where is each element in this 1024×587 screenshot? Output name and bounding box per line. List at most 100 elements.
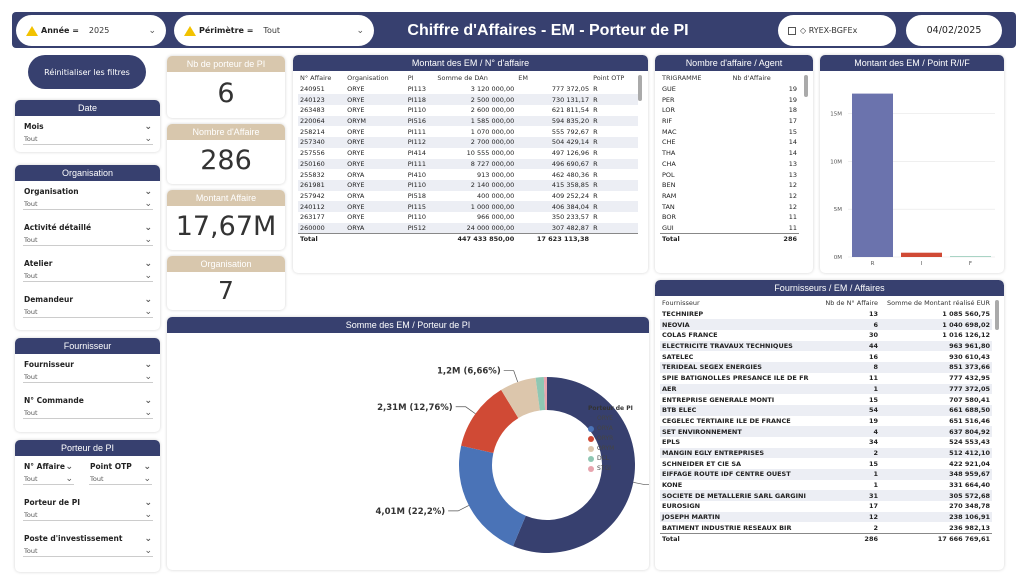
table-row[interactable]: PER 19 [660,94,799,105]
chevron-down-icon[interactable]: ⌄ [65,462,73,472]
commande-select[interactable]: Tout ⌄ [23,408,153,419]
table-row[interactable]: 258214 ORYE PI111 1 070 000,00 555 792,67 R [298,126,638,137]
table-row[interactable]: 255832 ORYA PI410 913 000,00 462 480,36 R [298,169,638,180]
table-row[interactable]: POL 13 [660,169,799,180]
col-organisation[interactable]: Organisation [347,74,389,83]
col-pi[interactable]: PI [407,74,414,83]
slice-STGI[interactable] [543,377,547,411]
slice-ORYR[interactable] [461,389,519,453]
table-row[interactable]: CHE 14 [660,137,799,148]
fournisseur-select[interactable]: Tout ⌄ [23,372,153,383]
table-row[interactable]: SPIE BATIGNOLLES PRESANCE ILE DE FR 11 777… [660,373,992,384]
table-row[interactable]: BEN 12 [660,180,799,191]
table-row[interactable]: EUROSIGN 17 270 348,78 [660,501,992,512]
ryex-toggle[interactable]: ◇ RYEX-BGFEx [778,15,896,46]
table-row[interactable]: 257340 ORYE PI112 2 700 000,00 504 429,14 R [298,137,638,148]
table-row[interactable]: RAM 12 [660,191,799,202]
table-row[interactable]: AER 1 777 372,05 [660,383,992,395]
table-row[interactable]: SET ENVIRONNEMENT 4 637 804,92 [660,426,992,437]
point-otp-select[interactable]: Tout ⌄ [89,474,152,485]
fournisseurs-table-scrollbar[interactable] [995,300,999,330]
slice-ORYA[interactable] [459,445,526,547]
table-row[interactable]: GUI 11 [660,223,799,234]
col-affaire[interactable]: N° Affaire [300,74,332,83]
affaire-select[interactable]: Tout ⌄ [23,474,74,485]
atelier-select[interactable]: Tout ⌄ [23,271,153,282]
col-otp[interactable]: Point OTP [593,74,625,83]
legend-item[interactable]: STGI [588,465,633,472]
table-row[interactable]: 240112 ORYE PI115 1 000 000,00 406 384,04 R [298,201,638,212]
col-trigramme[interactable]: TRIGRAMME [662,74,702,83]
table-row[interactable]: CHA 13 [660,159,799,170]
slice-ORYE[interactable] [513,377,635,553]
col-dan[interactable]: Somme de DAn [437,74,488,83]
chevron-down-icon[interactable]: ⌄ [144,122,152,132]
chevron-down-icon[interactable]: ⌄ [144,396,152,406]
table-row[interactable]: 257556 ORYE PI414 10 555 000,00 497 126,96 R [298,148,638,159]
bar-I[interactable] [901,252,942,257]
table-row[interactable]: ELECTRICITE TRAVAUX TECHNIQUES 44 963 961,… [660,340,992,352]
annee-filter[interactable]: Année = 2025 ⌄ [16,15,166,46]
table-row[interactable]: BATIMENT INDUSTRIE RESEAUX BIR 2 236 982,1… [660,522,992,533]
agent-table-scrollbar[interactable] [804,75,808,97]
legend-item[interactable]: DCL [588,455,633,462]
activite-select[interactable]: Tout ⌄ [23,235,153,246]
reset-filters-button[interactable]: Réinitialiser les filtres [28,55,146,89]
demandeur-select[interactable]: Tout ⌄ [23,307,153,318]
table-row[interactable]: SCHNEIDER ET CIE SA 15 422 921,04 [660,458,992,469]
table-row[interactable]: 263483 ORYE PI110 2 600 000,00 621 811,54 R [298,105,638,116]
table-row[interactable]: 261981 ORYE PI110 2 140 000,00 415 358,85 R [298,179,638,191]
legend-item[interactable]: ORYM [588,445,633,452]
legend-item[interactable]: ORYA [588,425,633,432]
chevron-down-icon[interactable]: ⌄ [144,223,152,233]
table-row[interactable]: 250160 ORYE PI111 8 727 000,00 496 690,67 R [298,158,638,170]
col-nb-affaire[interactable]: Nb d'Affaire [732,74,771,83]
table-row[interactable]: THA 14 [660,148,799,159]
table-row[interactable]: EPLS 34 524 553,43 [660,437,992,448]
organisation-select[interactable]: Tout ⌄ [23,199,153,210]
table-row[interactable]: 240123 ORYE PI118 2 500 000,00 730 131,17 R [298,94,638,106]
table-row[interactable]: 260000 ORYA PI512 24 000 000,00 307 482,87 R [298,222,638,234]
col-montant[interactable]: Somme de Montant réalisé EUR [887,299,990,308]
table-row[interactable]: SOCIETE DE METALLERIE SARL GARGINI 31 305 … [660,490,992,502]
mois-select[interactable]: Tout ⌄ [23,134,153,145]
checkbox-icon[interactable] [788,26,796,35]
poste-select[interactable]: Tout ⌄ [23,546,153,557]
table-row[interactable]: LOR 18 [660,105,799,116]
chevron-down-icon[interactable]: ⌄ [144,295,152,305]
table-row[interactable]: 263177 ORYE PI110 966 000,00 350 233,57 R [298,212,638,223]
table-row[interactable]: 220064 ORYM PI516 1 585 000,00 594 835,20 R [298,115,638,127]
chevron-down-icon[interactable]: ⌄ [143,462,151,472]
table-row[interactable]: RIF 17 [660,116,799,127]
table-row[interactable]: BTB ELEC 54 661 688,50 [660,404,992,416]
table-row[interactable]: 240951 ORYE PI113 3 120 000,00 777 372,05 R [298,84,638,95]
table-row[interactable]: SATELEC 16 930 610,43 [660,351,992,362]
table-row[interactable]: CEGELEC TERTIAIRE ILE DE FRANCE 19 651 516… [660,416,992,427]
chevron-down-icon[interactable]: ⌄ [144,498,152,508]
em-table-scrollbar[interactable] [638,75,642,101]
table-row[interactable]: KONE 1 331 664,40 [660,480,992,491]
table-row[interactable]: MANGIN EGLY ENTREPRISES 2 512 412,10 [660,447,992,459]
chevron-down-icon[interactable]: ⌄ [144,534,152,544]
perimetre-filter[interactable]: Périmètre = Tout ⌄ [174,15,374,46]
table-row[interactable]: JOSEPH MARTIN 12 238 106,91 [660,511,992,523]
table-row[interactable]: TECHNIREP 13 1 085 560,75 [660,309,992,320]
table-row[interactable]: EIFFAGE ROUTE IDF CENTRE OUEST 1 348 959,6… [660,469,992,480]
col-em[interactable]: EM [518,74,528,83]
col-fournisseur[interactable]: Fournisseur [662,299,700,308]
legend-item[interactable]: ORYR [588,435,633,442]
slice-DCL[interactable] [535,377,546,411]
bar-F[interactable] [950,256,991,257]
col-nb[interactable]: Nb de N° Affaire [825,299,878,308]
table-row[interactable]: MAC 15 [660,126,799,137]
chevron-down-icon[interactable]: ⌄ [144,259,152,269]
legend-item[interactable]: ORYE [588,415,633,422]
table-row[interactable]: BOR 11 [660,212,799,223]
slice-ORYM[interactable] [501,377,540,419]
porteur-select[interactable]: Tout ⌄ [23,510,153,521]
table-row[interactable]: ENTREPRISE GENERALE MONTI 15 707 580,41 [660,394,992,405]
table-row[interactable]: TAN 12 [660,201,799,212]
table-row[interactable]: TERIDEAL SEGEX ENERGIES 8 851 373,66 [660,362,992,373]
table-row[interactable]: NEOVIA 6 1 040 698,02 [660,319,992,331]
chevron-down-icon[interactable]: ⌄ [144,187,152,197]
